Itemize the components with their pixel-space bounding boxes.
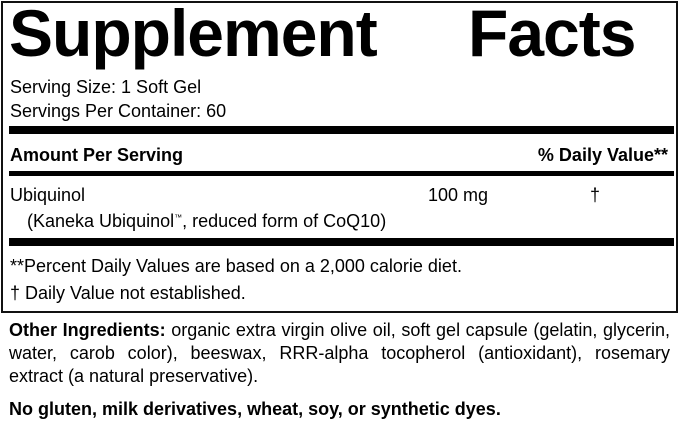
supplement-facts-panel: Supplement Facts Serving Size: 1 Soft Ge…: [1, 0, 678, 313]
thick-divider-bottom: [9, 238, 674, 246]
serving-size: Serving Size: 1 Soft Gel: [10, 77, 202, 97]
trademark: ™: [174, 213, 183, 222]
thick-divider: [9, 126, 674, 134]
footnote-not-established: † Daily Value not established.: [10, 283, 246, 303]
daily-value-header: % Daily Value**: [537, 145, 668, 165]
footnote-daily-values: **Percent Daily Values are based on a 2,…: [10, 256, 462, 276]
title-supplement: Supplement: [9, 0, 378, 70]
nutrient-name: Ubiquinol: [10, 185, 86, 205]
allergen-statement: No gluten, milk derivatives, wheat, soy,…: [9, 399, 501, 419]
nutrient-description: (Kaneka Ubiquinol™, reduced form of CoQ1…: [27, 211, 386, 232]
other-ingredients-label: Other Ingredients:: [9, 320, 166, 340]
description-text-end: , reduced form of CoQ10): [182, 211, 387, 231]
title-facts: Facts: [468, 0, 636, 70]
other-ingredients-text: organic extra virgin olive oil, soft gel…: [9, 320, 671, 386]
servings-per-container: Servings Per Container: 60: [10, 101, 227, 121]
description-text: (Kaneka Ubiquinol: [27, 211, 175, 231]
amount-per-serving-header: Amount Per Serving: [10, 145, 184, 165]
medium-divider: [9, 171, 674, 176]
nutrient-dv: †: [590, 185, 601, 205]
other-ingredients: Other Ingredients: organic extra virgin …: [9, 319, 670, 388]
nutrient-amount: 100 mg: [428, 185, 489, 205]
